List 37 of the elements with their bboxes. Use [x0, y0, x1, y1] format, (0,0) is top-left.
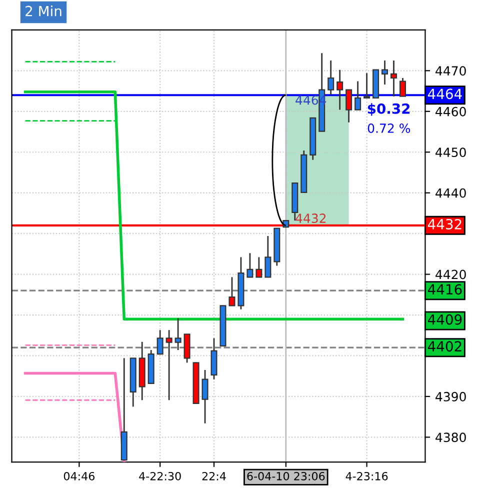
- candlestick: [382, 60, 388, 86]
- annotation: 4432: [428, 218, 462, 230]
- y-tick-label: 4470: [436, 66, 466, 76]
- annotation: 4464: [428, 88, 462, 100]
- candlestick: [399, 77, 406, 98]
- y-tick-label: 4420: [436, 270, 466, 280]
- candlestick: [328, 60, 334, 96]
- candlestick: [228, 276, 236, 306]
- candlestick: [202, 369, 208, 424]
- y-tick-label: 4440: [436, 188, 466, 198]
- candlestick: [346, 89, 352, 124]
- candlestick: [390, 60, 397, 98]
- chart-title: 2 Min: [26, 6, 62, 16]
- y-tick-label: 4380: [436, 432, 466, 442]
- candlestick: [336, 69, 344, 110]
- candlestick: [246, 252, 254, 278]
- ref-line-label: 4432: [296, 214, 326, 224]
- ref-line-label: 4402: [428, 341, 462, 352]
- candlestick: [166, 329, 172, 401]
- candlestick: [256, 256, 262, 278]
- text: 4409: [428, 314, 462, 325]
- x-tick-label: 22:4: [202, 472, 226, 480]
- candlestick: [264, 235, 272, 278]
- candlestick: [354, 80, 362, 110]
- candlestick: [156, 329, 164, 355]
- x-tick-label: 04:46: [64, 472, 94, 480]
- x-tick-label: 4-23:16: [346, 472, 388, 480]
- annotation: $0.32: [368, 103, 410, 116]
- candlestick: [174, 318, 182, 351]
- y-tick-label: 4450: [436, 148, 466, 158]
- ref-line-label: 4416: [428, 284, 462, 295]
- annotation: 0.72 %: [368, 124, 410, 133]
- candlestick: [364, 72, 370, 99]
- y-tick-label: 4390: [436, 392, 466, 402]
- x-tick-label: 6-04-10 23:06: [247, 472, 325, 480]
- x-tick-label: 4-22:30: [139, 472, 181, 480]
- y-tick-label: 4460: [436, 106, 466, 116]
